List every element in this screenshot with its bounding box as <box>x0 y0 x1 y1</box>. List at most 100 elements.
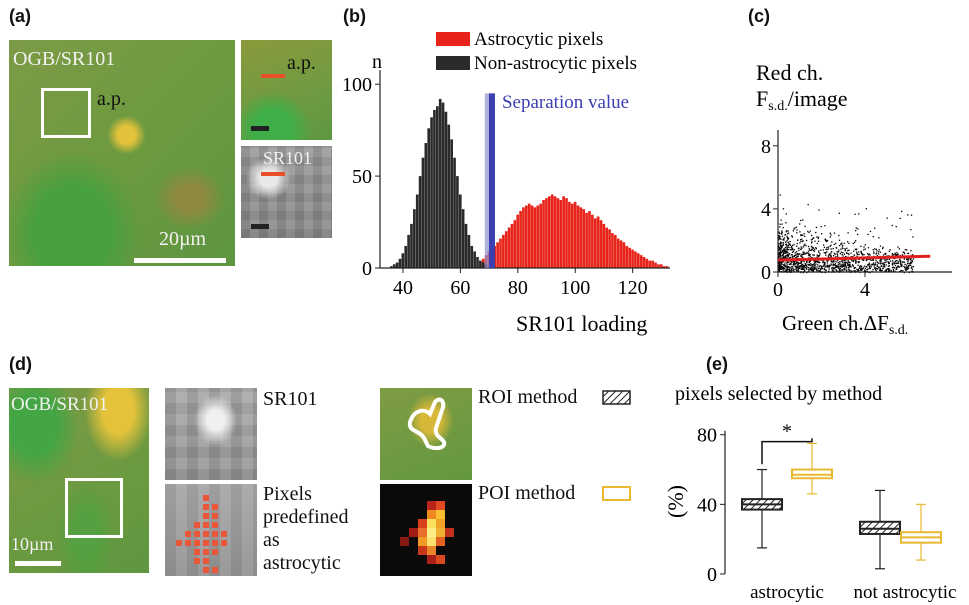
poi-pixel <box>418 519 427 528</box>
scatter-point <box>860 267 862 269</box>
scatter-point <box>788 232 790 234</box>
scatter-point <box>881 269 883 272</box>
separation-band <box>484 93 492 268</box>
scatter-point <box>781 231 783 233</box>
scatter-point <box>860 245 862 248</box>
scatter-point <box>839 267 842 270</box>
scatter-point <box>895 260 897 262</box>
histogram-bar <box>596 216 600 268</box>
histogram-bar <box>565 198 568 268</box>
scatter-point <box>785 252 787 254</box>
scatter-point <box>888 270 891 272</box>
scatter-point <box>884 270 886 272</box>
scatter-point <box>857 270 859 272</box>
scatter-point <box>845 255 847 258</box>
scatter-point <box>816 260 819 263</box>
astro-pixel <box>203 513 209 519</box>
scatter-point <box>889 268 891 270</box>
scatter-point <box>828 264 830 267</box>
panel-c-letter: (c) <box>748 6 770 26</box>
scatter-point <box>877 267 879 270</box>
scatter-point <box>787 248 790 251</box>
scatter-point <box>796 262 798 264</box>
scatter-point <box>844 261 847 263</box>
x-tick-label: 4 <box>860 279 870 301</box>
histogram-bar <box>525 205 528 268</box>
scatter-point <box>812 247 814 250</box>
scatter-point <box>826 246 828 249</box>
scatter-point <box>799 255 802 257</box>
scatter-point <box>841 266 844 268</box>
scatter-point <box>822 265 824 267</box>
scatter-point <box>834 266 836 269</box>
scatter-point <box>818 250 820 252</box>
scatter-point <box>833 264 835 266</box>
scatter-point <box>903 265 905 267</box>
scatter-point <box>838 249 840 251</box>
scatter-point <box>779 265 781 267</box>
scatter-point <box>803 265 805 267</box>
scatter-point <box>875 248 878 250</box>
scatter-point <box>811 238 814 240</box>
scatter-point <box>778 254 780 256</box>
scatter-point <box>814 240 816 242</box>
y-tick-label: 40 <box>697 494 717 516</box>
scatter-point <box>833 232 836 234</box>
scatter-point <box>781 223 783 225</box>
scatter-point <box>804 267 807 269</box>
scatter-point <box>853 241 856 244</box>
scatter-point <box>787 252 789 254</box>
scatter-point <box>891 262 894 264</box>
scatter-point <box>907 257 909 260</box>
panel-d-roi-box <box>65 478 123 538</box>
scatter-point <box>910 264 912 266</box>
histogram-bar <box>453 157 456 268</box>
scatter-point <box>863 249 865 251</box>
scatter-point <box>847 252 849 255</box>
scatter-point <box>864 270 866 272</box>
scatter-point <box>819 265 821 267</box>
scatter-point <box>779 236 781 239</box>
scatter-point <box>785 249 787 252</box>
astro-pixel <box>194 522 200 528</box>
scatter-point <box>792 255 794 258</box>
panel-e-ylabel: (%) <box>663 485 688 518</box>
scatter-point <box>828 268 830 270</box>
scatter-point <box>817 267 819 270</box>
scatter-point <box>856 252 858 255</box>
panel-b-letter: (b) <box>343 6 366 26</box>
scatter-point <box>906 249 908 251</box>
histogram-bar <box>507 227 511 268</box>
scatter-point <box>792 269 795 271</box>
scatter-point <box>868 264 870 266</box>
scatter-point <box>837 251 840 253</box>
scatter-point <box>807 252 810 254</box>
scatter-point <box>801 263 803 266</box>
scatter-point <box>863 265 866 267</box>
histogram-bar <box>619 240 623 268</box>
scatter-point <box>873 252 875 255</box>
scatter-point <box>824 262 826 264</box>
scatter-point <box>830 260 832 263</box>
scatter-point <box>810 249 812 251</box>
scatter-point <box>800 219 802 222</box>
scatter-point <box>899 263 902 265</box>
scatter-point <box>832 267 834 270</box>
scatter-point <box>810 242 813 244</box>
legend-label-astro: Astrocytic pixels <box>474 29 603 50</box>
scatter-point <box>798 268 800 270</box>
scatter-point <box>844 265 846 267</box>
histogram-bar <box>392 264 396 268</box>
histogram-bar <box>591 214 594 268</box>
scatter-point <box>794 254 796 256</box>
scatter-point <box>888 269 890 271</box>
scatter-point <box>897 265 899 267</box>
scatter-point <box>882 267 884 269</box>
scatter-point <box>893 262 895 264</box>
scatter-point <box>851 260 853 262</box>
scatter-point <box>791 261 793 263</box>
x-tick-label: 100 <box>560 277 590 299</box>
scatter-point <box>781 230 783 232</box>
scatter-point <box>835 242 837 245</box>
scatter-point <box>797 269 799 271</box>
